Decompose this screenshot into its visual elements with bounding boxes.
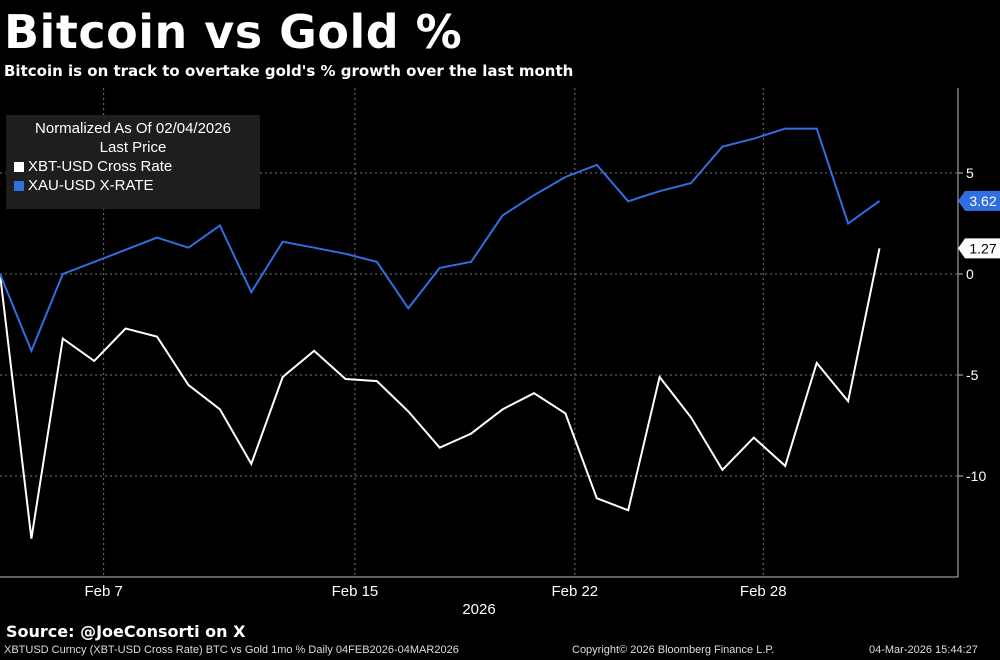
- footer-timestamp: 04-Mar-2026 15:44:27: [869, 644, 978, 656]
- y-tick-label: 5: [966, 165, 974, 181]
- x-tick-label: Feb 28: [740, 583, 787, 600]
- legend-last-price-label: Last Price: [99, 139, 167, 156]
- source-credit: Source: @JoeConsorti on X: [6, 622, 246, 641]
- legend-item-gold: XAU-USD X-RATE: [6, 176, 260, 195]
- legend-normalized-label: Normalized As Of 02/04/2026: [35, 120, 231, 137]
- legend-label-gold: XAU-USD X-RATE: [28, 177, 154, 194]
- legend-item-btc: XBT-USD Cross Rate: [6, 157, 260, 176]
- last-value-text: 1.27: [969, 240, 996, 256]
- x-axis-year-label: 2026: [462, 601, 495, 618]
- x-tick-label: Feb 22: [551, 583, 598, 600]
- last-value-text: 3.62: [969, 193, 996, 209]
- y-tick-label: 0: [966, 266, 974, 282]
- footer-copyright: Copyright© 2026 Bloomberg Finance L.P.: [572, 644, 775, 656]
- footer-ticker-info: XBTUSD Curncy (XBT-USD Cross Rate) BTC v…: [4, 644, 459, 656]
- last-value-badge-btc: 1.27: [958, 238, 1000, 259]
- y-tick-label: -10: [966, 468, 986, 484]
- legend-swatch-btc: [14, 161, 24, 172]
- last-value-badge-bg: [958, 238, 1000, 259]
- last-value-badge-bg: [958, 190, 1000, 211]
- chart-title: Bitcoin vs Gold %: [4, 5, 463, 59]
- last-value-badge-gold: 3.62: [958, 190, 1000, 211]
- line-chart: 5 0 -5 -10 Feb 7 Feb 15 Feb 22 Feb 28 2026 1.27 3.…: [0, 88, 1000, 618]
- chart-subtitle: Bitcoin is on track to overtake gold's %…: [4, 62, 574, 80]
- legend-swatch-gold: [14, 180, 24, 191]
- legend: Normalized As Of 02/04/2026 Last Price X…: [6, 115, 260, 209]
- x-tick-label: Feb 7: [84, 583, 122, 600]
- series-line-gold: [0, 127, 881, 354]
- series-line-btc: [0, 248, 881, 539]
- x-tick-label: Feb 15: [332, 583, 379, 600]
- y-tick-label: -5: [966, 367, 979, 383]
- legend-label-btc: XBT-USD Cross Rate: [28, 158, 173, 175]
